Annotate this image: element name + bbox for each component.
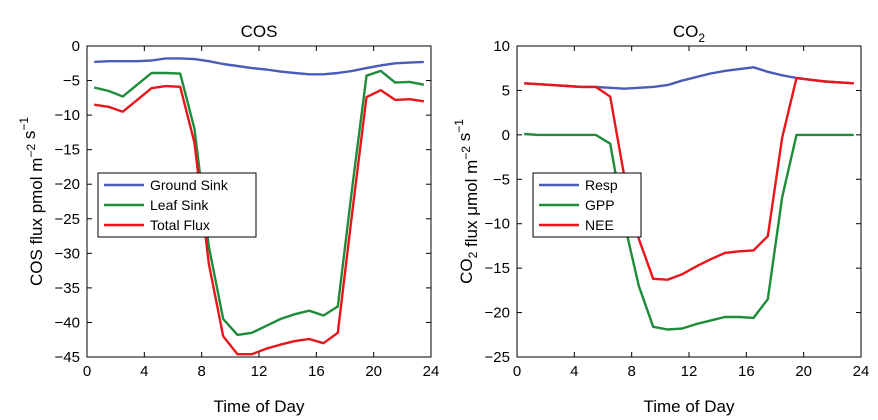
y-tick-label: −25: [55, 211, 80, 228]
x-tick-label: 16: [738, 363, 755, 380]
x-tick-label: 20: [795, 363, 812, 380]
x-tick-label: 0: [83, 363, 91, 380]
y-tick-label: −35: [55, 280, 80, 297]
legend: Resp GPP NEE: [532, 172, 642, 238]
y-tick-label: −45: [55, 349, 80, 366]
y-tick-label: −5: [63, 73, 80, 90]
chart-title: CO2: [673, 22, 706, 45]
legend-label: Ground Sink: [150, 177, 229, 193]
y-tick-label: −10: [485, 216, 510, 233]
x-tick-label: 24: [853, 363, 870, 380]
series-line-nee: [524, 76, 854, 281]
series-line-total-flux: [94, 84, 424, 356]
y-tick-label: 10: [493, 38, 510, 55]
x-axis-label: Time of Day: [213, 397, 305, 416]
y-tick-label: −5: [493, 171, 510, 188]
legend-label: GPP: [585, 197, 615, 213]
x-axis-label: Time of Day: [643, 397, 735, 416]
y-axis-label: CO2 flux μmol m−2 s−1: [452, 119, 481, 284]
legend-label: Leaf Sink: [150, 197, 209, 213]
legend: Ground Sink Leaf Sink Total Flux: [97, 172, 257, 238]
x-tick-label: 20: [365, 363, 382, 380]
legend-label: Total Flux: [150, 217, 210, 233]
y-tick-label: 0: [502, 127, 510, 144]
y-tick-label: −15: [485, 260, 510, 277]
y-tick-label: −20: [485, 305, 510, 322]
y-tick-label: 0: [72, 38, 80, 55]
y-tick-label: −30: [55, 245, 80, 262]
x-tick-label: 12: [251, 363, 268, 380]
x-tick-label: 24: [423, 363, 440, 380]
y-tick-label: −15: [55, 142, 80, 159]
x-tick-label: 16: [308, 363, 325, 380]
y-tick-label: −40: [55, 314, 80, 331]
series-line-gpp: [524, 132, 854, 331]
y-tick-label: −25: [485, 349, 510, 366]
x-tick-label: 4: [140, 363, 148, 380]
series-line-ground-sink: [94, 57, 424, 76]
legend-label: NEE: [585, 217, 614, 233]
x-tick-label: 8: [197, 363, 205, 380]
y-tick-label: 5: [502, 82, 510, 99]
legend-label: Resp: [585, 177, 618, 193]
chart-title: COS: [241, 22, 278, 41]
x-tick-label: 0: [513, 363, 521, 380]
y-axis-label: COS flux pmol m−2 s−1: [17, 117, 46, 286]
x-tick-label: 12: [681, 363, 698, 380]
x-tick-label: 4: [570, 363, 578, 380]
y-tick-label: −10: [55, 107, 80, 124]
chart-panel-1: 0 4 8 12 16 20 24 0 −5 −10 −15 −20 −25 −30 −35 −40 −45 CO…: [17, 22, 439, 416]
y-tick-label: −20: [55, 176, 80, 193]
series-line-leaf-sink: [93, 69, 425, 337]
chart-panel-2: 0 4 8 12 16 20 24 10 5 0 −5 −10 −15 −20 −25 CO2 Time of …: [452, 22, 869, 416]
x-tick-label: 8: [627, 363, 635, 380]
